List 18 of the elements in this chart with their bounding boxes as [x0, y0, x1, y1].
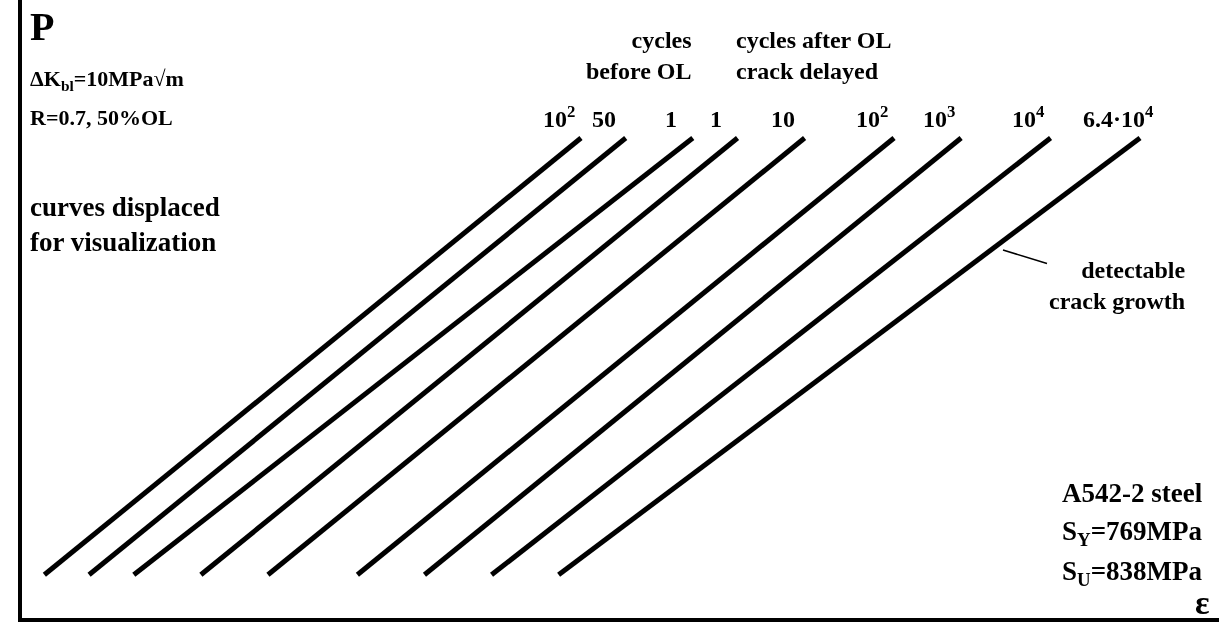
- series-label: 10$^{3}$: [923, 102, 956, 133]
- text: ΔK$_{bl}$=10MPa√m: [30, 66, 184, 94]
- series-label: 10$^{2}$: [543, 102, 576, 133]
- series-label: 10$^{4}$: [1012, 102, 1045, 133]
- y-axis-title: P: [30, 4, 55, 49]
- series-label: 10: [771, 106, 795, 132]
- series-label: 50: [592, 106, 616, 132]
- text: cycles before OL: [586, 27, 692, 85]
- annotation: detectable crack growth: [1049, 257, 1186, 315]
- annotation: curves displaced for visualization: [30, 192, 220, 258]
- annotation: S$_{Y}$=769MPa: [1062, 516, 1203, 550]
- series-label: 1: [665, 106, 677, 132]
- annotation: A542-2 steel: [1062, 478, 1203, 508]
- series-label: 1: [710, 106, 722, 132]
- series-label: 10$^{2}$: [856, 102, 889, 133]
- text: R=0.7, 50%OL: [30, 105, 173, 130]
- series-label: 6.4·10$^{4}$: [1083, 102, 1155, 133]
- text: cycles after OL crack delayed: [736, 27, 892, 85]
